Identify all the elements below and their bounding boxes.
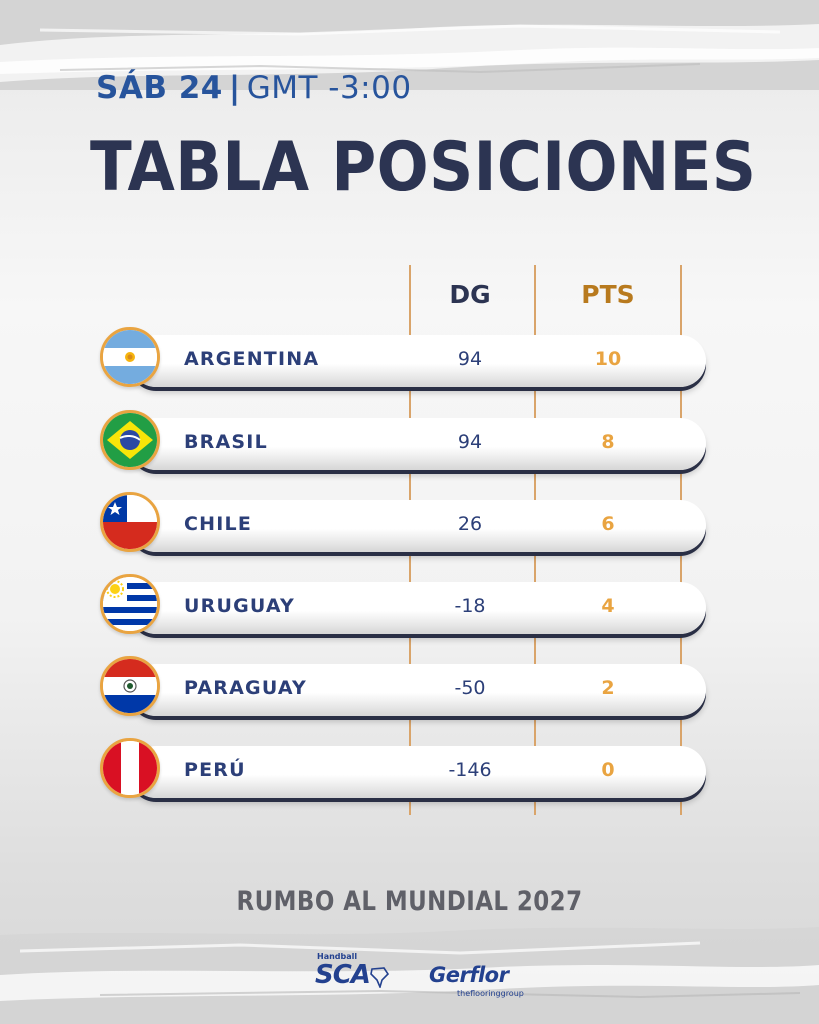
team-name: PARAGUAY xyxy=(184,677,307,699)
sca-logo-text: SCA xyxy=(315,960,371,990)
team-dg: -18 xyxy=(454,595,486,617)
team-pts: 2 xyxy=(601,677,615,699)
team-name: URUGUAY xyxy=(184,595,295,617)
team-dg: -146 xyxy=(448,759,492,781)
row-background xyxy=(130,746,706,798)
handball-sca-logo: Handball SCA xyxy=(312,952,392,996)
standings-row: BRASIL 94 8 xyxy=(100,410,710,476)
team-dg: 94 xyxy=(457,348,483,370)
team-dg: 94 xyxy=(457,431,483,453)
row-background xyxy=(130,500,706,552)
standings-row: ARGENTINA 94 10 xyxy=(100,327,710,393)
argentina-flag-icon xyxy=(100,327,160,387)
gerflor-logo-subtext: theflooringgroup xyxy=(457,989,524,998)
south-america-icon xyxy=(370,967,390,988)
team-pts: 6 xyxy=(601,513,615,535)
standings-row: PERÚ -146 0 xyxy=(100,738,710,804)
date-separator: | xyxy=(228,70,241,106)
standings-row: PARAGUAY -50 2 xyxy=(100,656,710,722)
footer-tagline: RUMBO AL MUNDIAL 2027 xyxy=(236,886,583,917)
row-background xyxy=(130,335,706,387)
gerflor-logo-text: Gerflor xyxy=(429,963,509,987)
gerflor-logo: Gerflor theflooringgroup xyxy=(427,963,527,1003)
row-background xyxy=(130,418,706,470)
team-name: ARGENTINA xyxy=(184,348,320,370)
team-name: CHILE xyxy=(184,513,253,535)
pts-column-header: PTS xyxy=(581,280,635,309)
standings-row: CHILE 26 6 xyxy=(100,492,710,558)
team-pts: 4 xyxy=(601,595,615,617)
team-dg: -50 xyxy=(454,677,486,699)
team-pts: 8 xyxy=(601,431,615,453)
peru-flag-icon xyxy=(100,738,160,798)
chile-flag-icon xyxy=(100,492,160,552)
date-time-line: SÁB 24 | GMT -3:00 xyxy=(96,70,412,106)
page-title: TABLA POSICIONES xyxy=(90,128,757,207)
row-background xyxy=(130,664,706,716)
brazil-flag-icon xyxy=(100,410,160,470)
standings-row: URUGUAY -18 4 xyxy=(100,574,710,640)
uruguay-flag-icon xyxy=(100,574,160,634)
team-pts: 10 xyxy=(594,348,622,370)
sca-logo-small-text: Handball xyxy=(317,952,358,961)
bottom-brush-decoration xyxy=(0,927,819,1024)
paraguay-flag-icon xyxy=(100,656,160,716)
match-date: SÁB 24 xyxy=(96,70,223,106)
team-pts: 0 xyxy=(601,759,615,781)
team-dg: 26 xyxy=(457,513,483,535)
team-name: PERÚ xyxy=(184,759,246,781)
timezone: GMT -3:00 xyxy=(246,70,412,106)
dg-column-header: DG xyxy=(449,280,491,309)
row-background xyxy=(130,582,706,634)
team-name: BRASIL xyxy=(184,431,268,453)
